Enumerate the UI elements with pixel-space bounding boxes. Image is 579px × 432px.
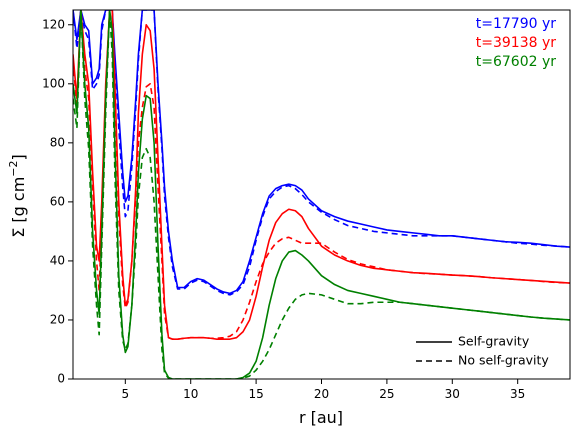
x-tick-label: 30 (445, 387, 460, 401)
y-tick-label: 40 (50, 253, 65, 267)
y-tick-label: 100 (42, 76, 65, 90)
x-tick-label: 25 (379, 387, 394, 401)
series-line-6 (73, 10, 570, 379)
y-tick-label: 80 (50, 135, 65, 149)
y-axis-ticks: 0 20 40 60 80 100 120 (42, 17, 73, 386)
series-layer (73, 10, 570, 379)
y-tick-label: 20 (50, 312, 65, 326)
x-axis-ticks: 5 10 15 20 25 30 35 (121, 379, 525, 401)
y-axis-label-close: ] (9, 154, 28, 160)
y-tick-label: 60 (50, 194, 65, 208)
y-tick-label: 120 (42, 17, 65, 31)
y-tick-label: 0 (57, 372, 65, 386)
time-label-3: t=67602 yr (476, 54, 556, 70)
x-axis-label: r [au] (299, 408, 343, 427)
time-labels: t=17790 yr t=39138 yr t=67602 yr (476, 16, 556, 70)
legend-label-no-self-gravity: No self-gravity (458, 353, 549, 368)
y-axis-label: Σ [g cm−2] (7, 154, 28, 238)
x-tick-label: 35 (510, 387, 525, 401)
legend-label-self-gravity: Self-gravity (458, 334, 530, 349)
x-tick-label: 20 (314, 387, 329, 401)
legend: Self-gravity No self-gravity (416, 334, 549, 368)
y-axis-label-exponent: −2 (7, 160, 20, 176)
x-tick-label: 5 (121, 387, 129, 401)
y-axis-label-base: Σ [g cm (9, 177, 28, 238)
x-tick-label: 10 (183, 387, 198, 401)
time-label-1: t=17790 yr (476, 16, 556, 32)
time-label-2: t=39138 yr (476, 35, 556, 51)
x-tick-label: 15 (248, 387, 263, 401)
